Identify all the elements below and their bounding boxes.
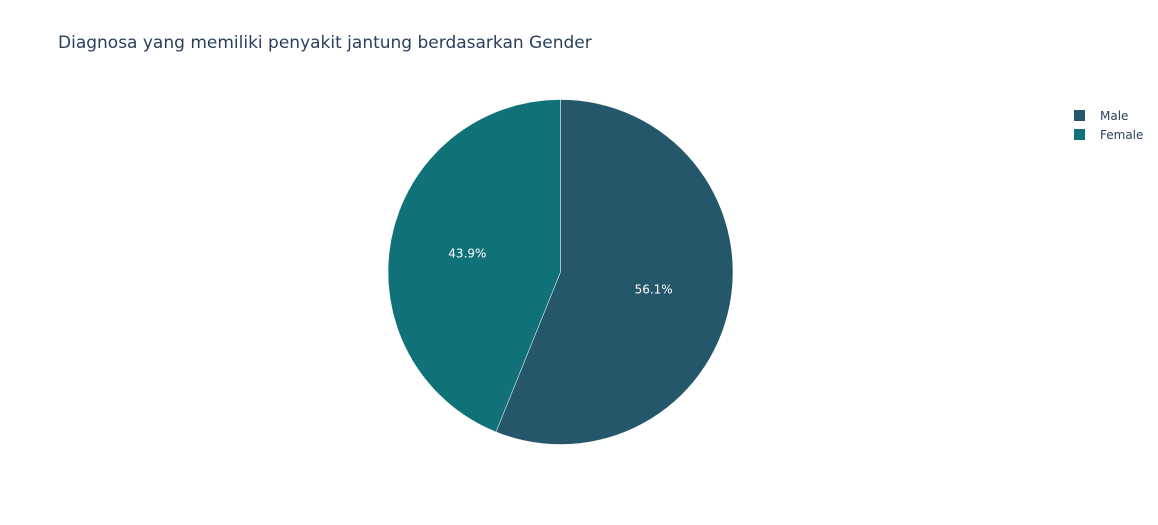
legend-swatch <box>1074 129 1085 140</box>
slice-label-male: 56.1% <box>635 283 673 297</box>
legend[interactable]: Male Female <box>1074 106 1143 144</box>
slice-label-female: 43.9% <box>448 246 486 260</box>
pie-slice-female[interactable] <box>387 99 561 433</box>
pie-slice-male[interactable] <box>495 99 734 445</box>
legend-swatch <box>1074 110 1085 121</box>
legend-item-male[interactable]: Male <box>1074 106 1143 125</box>
legend-item-female[interactable]: Female <box>1074 125 1143 144</box>
legend-label: Female <box>1100 127 1144 142</box>
chart-title: Diagnosa yang memiliki penyakit jantung … <box>58 33 592 53</box>
legend-label: Male <box>1100 108 1129 123</box>
pie-slices <box>387 99 734 445</box>
pie-slice-labels: 56.1% 43.9% <box>448 246 672 296</box>
